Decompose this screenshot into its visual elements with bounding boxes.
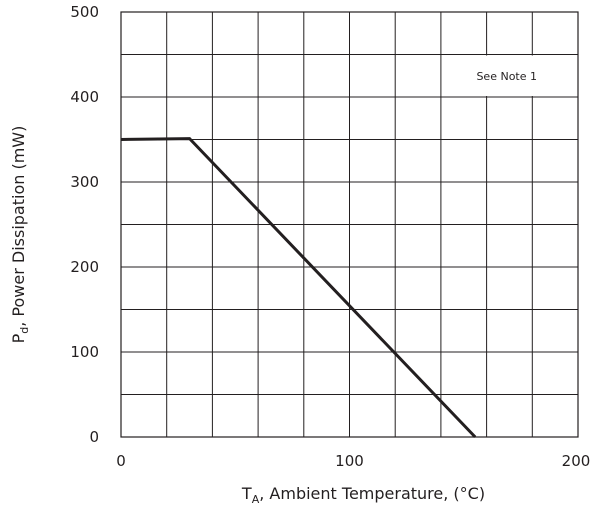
y-axis-text: , Power Dissipation (mW) — [9, 126, 28, 327]
x-tick-labels: 0 100 200 — [116, 452, 590, 470]
y-tick-label: 200 — [70, 258, 99, 276]
x-tick-label: 0 — [116, 452, 126, 470]
y-axis-title: Pd, Power Dissipation (mW) — [9, 126, 31, 344]
y-tick-label: 500 — [70, 3, 99, 21]
grid-lines — [121, 12, 578, 437]
y-tick-label: 100 — [70, 343, 99, 361]
x-axis-symbol: T — [241, 484, 252, 503]
y-axis-symbol: P — [9, 333, 28, 343]
x-tick-label: 100 — [335, 452, 364, 470]
plot-frame — [120, 11, 579, 438]
x-axis-title: TA, Ambient Temperature, (°C) — [241, 484, 485, 506]
x-tick-label: 200 — [562, 452, 591, 470]
x-axis-text: , Ambient Temperature, (°C) — [259, 484, 485, 503]
x-axis-subscript: A — [252, 493, 260, 506]
y-tick-labels: 0 100 200 300 400 500 — [70, 3, 99, 446]
y-tick-label: 400 — [70, 88, 99, 106]
note-text: See Note 1 — [476, 70, 537, 83]
y-axis-subscript: d — [18, 327, 31, 334]
note-box: See Note 1 — [451, 55, 573, 96]
y-tick-label: 0 — [89, 428, 99, 446]
power-derating-line — [120, 137, 477, 439]
y-tick-label: 300 — [70, 173, 99, 191]
